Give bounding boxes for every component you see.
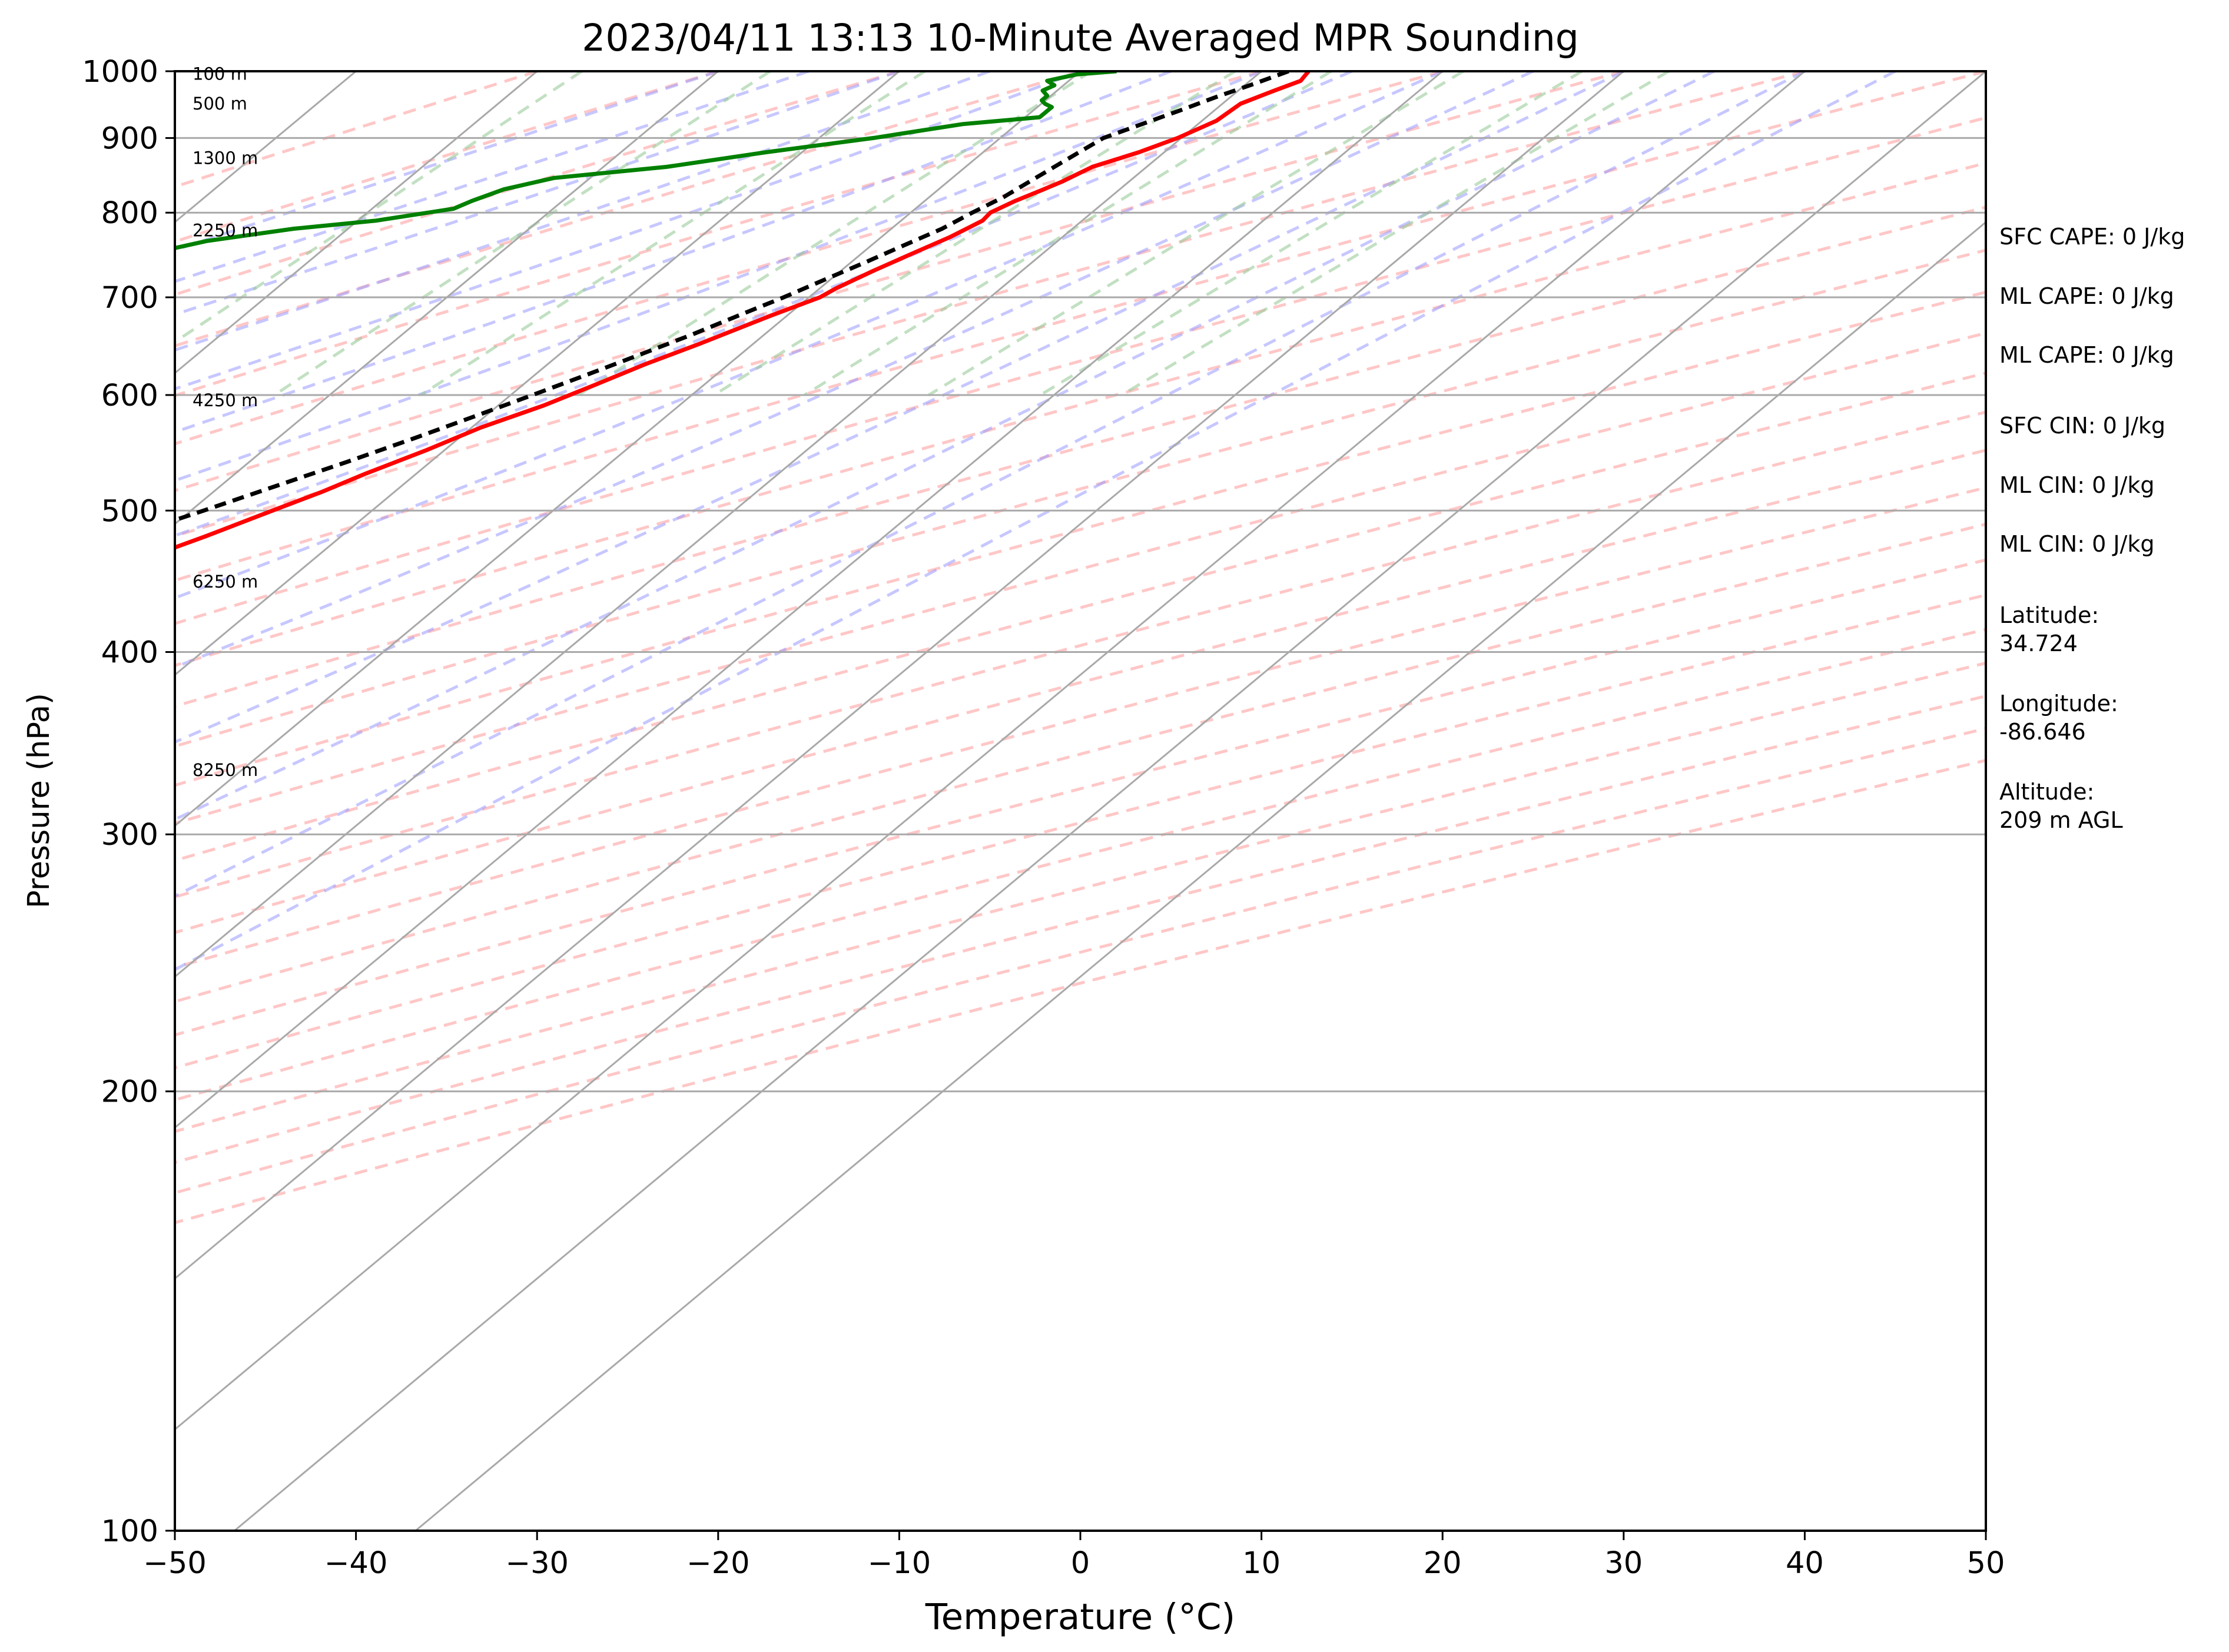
moist-adiabat [175, 71, 1896, 971]
dry-adiabat [175, 71, 538, 188]
latitude-label: Latitude: [1999, 602, 2099, 628]
height-label: 8250 m [193, 760, 258, 780]
moist-adiabat [175, 71, 1353, 538]
y-tick-label: 200 [101, 1075, 158, 1110]
moist-adiabat [175, 71, 1806, 898]
isotherm [175, 71, 538, 374]
dry-adiabat [175, 371, 1986, 863]
isotherm [175, 71, 1081, 827]
y-tick-label: 600 [101, 379, 158, 413]
x-axis-label: Temperature (°C) [925, 1596, 1235, 1638]
isotherm [175, 71, 900, 676]
stats-panel: SFC CAPE: 0 J/kg ML CAPE: 0 J/kg ML CAPE… [1999, 224, 2185, 833]
dry-adiabat [175, 727, 1986, 1195]
x-tick-label: 30 [1604, 1546, 1643, 1581]
x-tick-label: −30 [505, 1546, 569, 1581]
x-tick-label: −20 [686, 1546, 750, 1581]
isotherm [234, 71, 1986, 1531]
isotherm [414, 221, 1986, 1531]
height-label: 1300 m [193, 148, 258, 168]
x-tick-label: −40 [324, 1546, 388, 1581]
chart-title: 2023/04/11 13:13 10-Minute Averaged MPR … [582, 16, 1579, 59]
dry-adiabat [175, 331, 1986, 825]
longitude-value: -86.646 [1999, 719, 2086, 745]
y-tick-label: 500 [101, 494, 158, 529]
dry-adiabat [175, 248, 1986, 748]
dry-adiabat [175, 71, 1081, 348]
moist-adiabat [175, 71, 1172, 434]
mixing-ratio-line [713, 71, 1236, 397]
stat-sfc-cape: SFC CAPE: 0 J/kg [1999, 224, 2185, 250]
isotherm [175, 71, 1806, 1431]
temperature-line [175, 71, 1311, 550]
y-tick-label: 1000 [82, 55, 158, 89]
height-label: 100 m [193, 64, 247, 84]
x-tick-label: −50 [143, 1546, 207, 1581]
dry-adiabat [175, 71, 1624, 492]
moist-adiabat [175, 71, 719, 252]
y-tick-label: 100 [101, 1514, 158, 1549]
dry-adiabat [175, 558, 1986, 1037]
stat-ml-cape-2: ML CAPE: 0 J/kg [1999, 342, 2174, 368]
sounding-lines [175, 71, 1311, 550]
y-tick-label: 800 [101, 196, 158, 231]
y-tick-label: 400 [101, 635, 158, 670]
dewpoint-line [175, 71, 1117, 250]
height-label: 2250 m [193, 220, 258, 240]
x-tick-label: −10 [868, 1546, 931, 1581]
y-tick-label: 300 [101, 818, 158, 852]
altitude-label: Altitude: [1999, 779, 2094, 805]
height-labels: 100 m 500 m 1300 m 2250 m 4250 m 6250 m 8250 m [193, 64, 258, 780]
height-label: 500 m [193, 94, 247, 114]
height-label: 6250 m [193, 572, 258, 592]
dry-adiabat [175, 486, 1986, 969]
x-axis-ticks: −50 −40 −30 −20 −10 0 10 20 30 40 50 [143, 1531, 2005, 1581]
stat-ml-cin-2: ML CIN: 0 J/kg [1999, 531, 2154, 557]
x-tick-label: 10 [1242, 1546, 1281, 1581]
dry-adiabat [175, 694, 1986, 1164]
y-tick-label: 900 [101, 121, 158, 156]
isotherm [175, 71, 1262, 978]
background-lines [175, 71, 1986, 1531]
dry-adiabat [175, 593, 1986, 1070]
stat-sfc-cin: SFC CIN: 0 J/kg [1999, 413, 2165, 439]
y-axis-ticks: 1000 900 800 700 600 500 400 300 200 100 [82, 55, 175, 1549]
dry-adiabat [175, 71, 1986, 582]
y-axis-label: Pressure (hPa) [22, 693, 57, 908]
y-tick-label: 700 [101, 281, 158, 316]
isotherm [175, 71, 1444, 1129]
longitude-label: Longitude: [1999, 691, 2118, 716]
height-label: 4250 m [193, 390, 258, 410]
moist-adiabat [175, 71, 1534, 669]
moist-adiabat [175, 71, 810, 283]
moist-adiabat [175, 71, 1081, 391]
x-tick-label: 0 [1071, 1546, 1090, 1581]
altitude-value: 209 m AGL [1999, 807, 2123, 833]
dry-adiabat [175, 205, 1986, 708]
latitude-value: 34.724 [1999, 631, 2078, 656]
x-tick-label: 50 [1967, 1546, 2005, 1581]
moist-adiabat [175, 71, 1444, 600]
stat-ml-cape: ML CAPE: 0 J/kg [1999, 283, 2174, 309]
dry-adiabat [175, 71, 719, 244]
dry-adiabat [175, 116, 1986, 625]
isotherm [175, 71, 719, 525]
moist-adiabat [175, 71, 1715, 821]
mixing-ratio-line [804, 71, 1332, 397]
x-tick-label: 40 [1786, 1546, 1824, 1581]
stat-ml-cin: ML CIN: 0 J/kg [1999, 472, 2154, 498]
x-tick-label: 20 [1424, 1546, 1462, 1581]
isotherm [175, 71, 1624, 1280]
